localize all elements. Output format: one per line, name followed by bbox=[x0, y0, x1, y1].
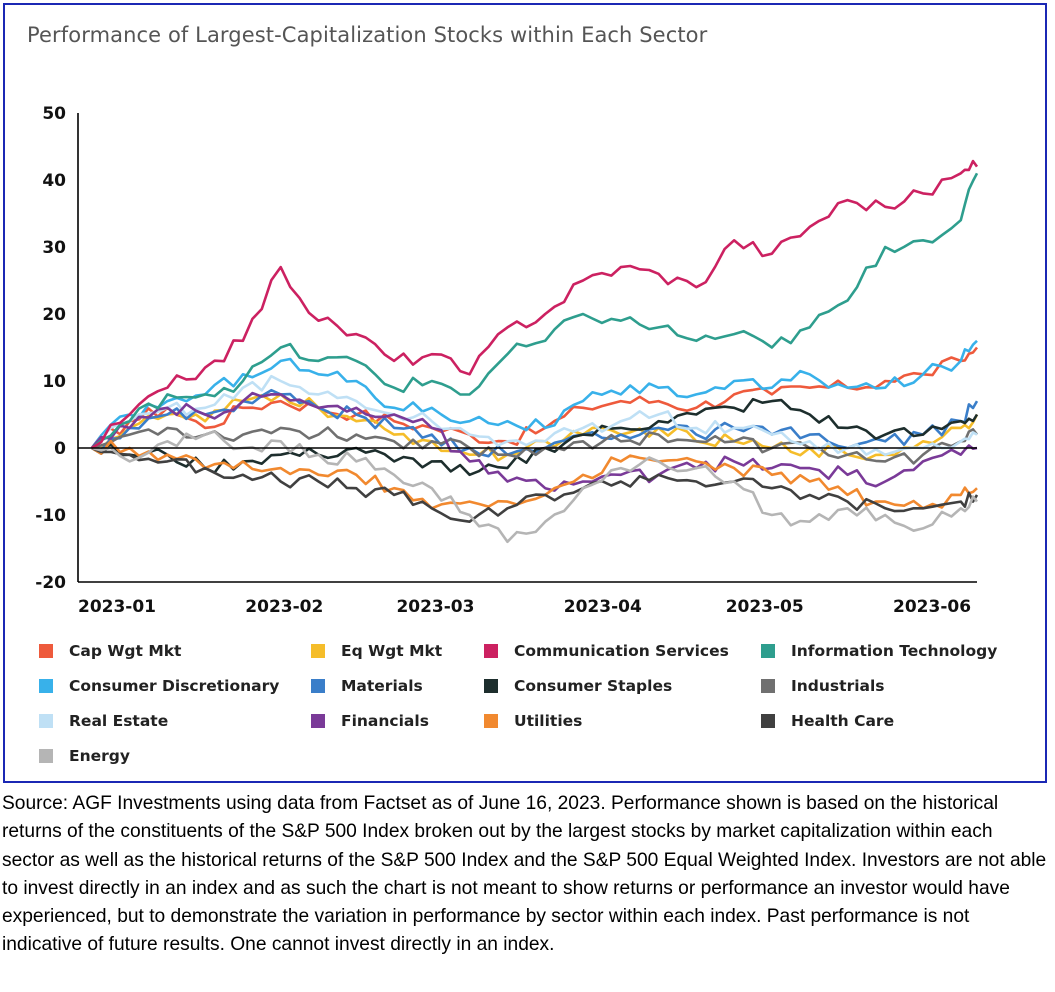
y-tick-label: 0 bbox=[54, 439, 66, 459]
y-tick-label: 30 bbox=[42, 238, 66, 258]
legend-swatch bbox=[761, 679, 775, 693]
legend-swatch bbox=[761, 644, 775, 658]
x-tick-label: 2023-04 bbox=[564, 597, 642, 617]
legend-item: Communication Services bbox=[484, 641, 729, 661]
legend-item: Real Estate bbox=[39, 711, 168, 731]
legend-item: Consumer Staples bbox=[484, 676, 672, 696]
legend-label: Financials bbox=[341, 712, 429, 730]
chart-title: Performance of Largest-Capitalization St… bbox=[27, 23, 708, 47]
y-tick-label: 50 bbox=[42, 104, 66, 124]
legend-label: Energy bbox=[69, 747, 130, 765]
legend-item: Industrials bbox=[761, 676, 885, 696]
legend-item: Cap Wgt Mkt bbox=[39, 641, 181, 661]
legend-swatch bbox=[484, 714, 498, 728]
x-tick-label: 2023-02 bbox=[245, 597, 323, 617]
series-line-health-care bbox=[91, 446, 979, 524]
legend-label: Utilities bbox=[514, 712, 583, 730]
legend-swatch bbox=[311, 714, 325, 728]
legend-label: Materials bbox=[341, 677, 423, 695]
series-line-consumer-discretionary bbox=[90, 339, 978, 449]
legend-label: Eq Wgt Mkt bbox=[341, 642, 443, 660]
legend-swatch bbox=[39, 644, 53, 658]
series-line-information-technology bbox=[90, 172, 979, 450]
legend-swatch bbox=[484, 679, 498, 693]
y-tick-label: -20 bbox=[35, 573, 66, 593]
series-line-cap-wgt-mkt bbox=[90, 346, 979, 449]
legend-item: Consumer Discretionary bbox=[39, 676, 279, 696]
y-axis-ticks: 50 40 30 20 10 0 -10 -20 bbox=[35, 104, 66, 593]
legend-swatch bbox=[39, 714, 53, 728]
legend-swatch bbox=[39, 749, 53, 763]
x-tick-label: 2023-06 bbox=[893, 597, 971, 617]
legend-label: Industrials bbox=[791, 677, 885, 695]
legend-item: Energy bbox=[39, 746, 130, 766]
y-tick-label: 20 bbox=[42, 305, 66, 325]
source-note: Source: AGF Investments using data from … bbox=[2, 793, 1047, 956]
chart-frame: Performance of Largest-Capitalization St… bbox=[3, 3, 1047, 783]
x-axis-ticks: 2023-01 2023-02 2023-03 2023-04 2023-05 2023-… bbox=[78, 597, 971, 617]
legend-label: Consumer Staples bbox=[514, 677, 673, 695]
legend-label: Cap Wgt Mkt bbox=[69, 642, 182, 660]
legend-item: Financials bbox=[311, 711, 429, 731]
x-tick-label: 2023-05 bbox=[726, 597, 804, 617]
y-tick-label: 40 bbox=[42, 171, 66, 191]
y-tick-label: 10 bbox=[42, 372, 66, 392]
legend-label: Health Care bbox=[791, 712, 895, 730]
legend: Cap Wgt Mkt Eq Wgt Mkt Communication Servi… bbox=[39, 637, 1019, 777]
legend-label: Communication Services bbox=[514, 642, 729, 660]
series-lines bbox=[90, 159, 979, 544]
legend-swatch bbox=[761, 714, 775, 728]
x-tick-label: 2023-03 bbox=[396, 597, 474, 617]
y-tick-label: -10 bbox=[35, 506, 66, 526]
legend-item: Utilities bbox=[484, 711, 582, 731]
legend-swatch bbox=[311, 679, 325, 693]
legend-item: Health Care bbox=[761, 711, 894, 731]
series-line-financials bbox=[90, 391, 978, 492]
legend-item: Materials bbox=[311, 676, 423, 696]
legend-swatch bbox=[484, 644, 498, 658]
series-line-communication-services bbox=[91, 159, 979, 450]
legend-item: Eq Wgt Mkt bbox=[311, 641, 442, 661]
legend-label: Information Technology bbox=[791, 642, 998, 660]
legend-swatch bbox=[311, 644, 325, 658]
legend-swatch bbox=[39, 679, 53, 693]
legend-label: Real Estate bbox=[69, 712, 169, 730]
x-tick-label: 2023-01 bbox=[78, 597, 156, 617]
legend-label: Consumer Discretionary bbox=[69, 677, 280, 695]
legend-item: Information Technology bbox=[761, 641, 997, 661]
